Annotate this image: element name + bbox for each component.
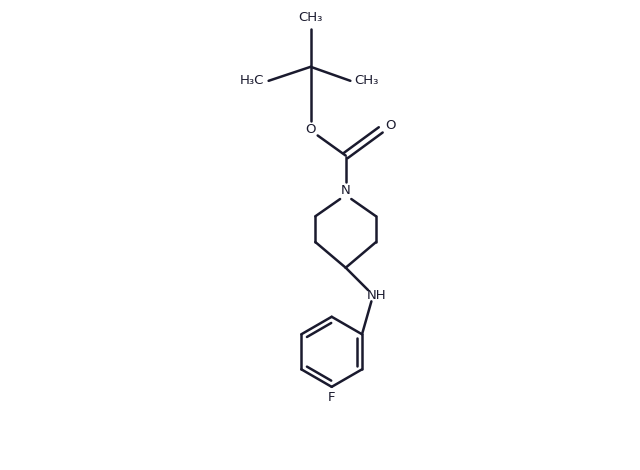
Text: CH₃: CH₃ (355, 74, 379, 87)
Text: CH₃: CH₃ (298, 11, 323, 24)
Text: F: F (328, 391, 335, 404)
Text: O: O (305, 124, 316, 136)
Text: O: O (385, 119, 396, 132)
Text: H₃C: H₃C (240, 74, 264, 87)
Text: N: N (341, 184, 351, 197)
Text: NH: NH (366, 289, 386, 302)
